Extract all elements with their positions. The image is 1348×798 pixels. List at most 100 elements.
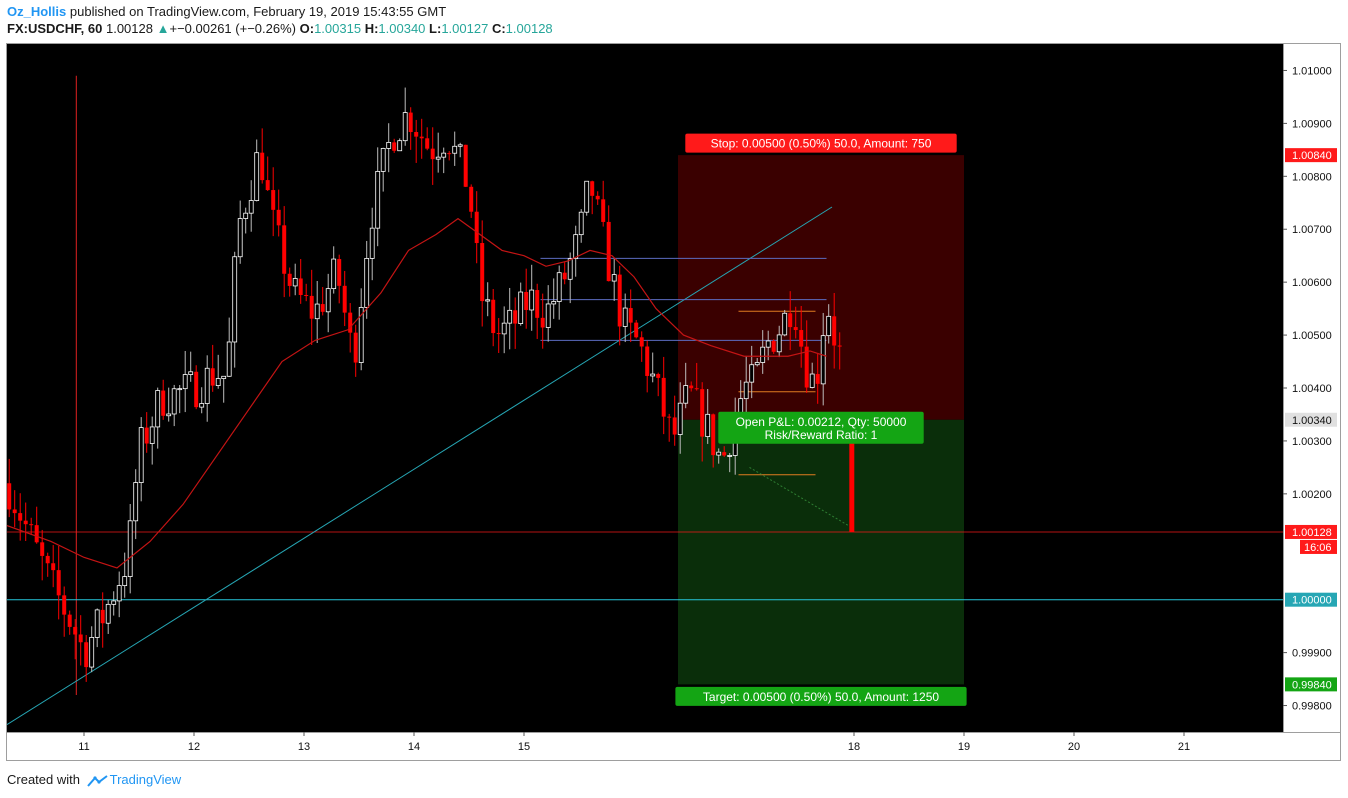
candle [447,151,452,161]
countdown-text: 16:06 [1304,542,1332,554]
tradingview-link[interactable]: TradingView [109,772,182,787]
high-value: 1.00340 [378,21,426,36]
candle-body [556,272,562,302]
candle [771,339,776,354]
candle [298,259,303,304]
candle-body [601,199,606,222]
candle-body [292,278,298,287]
candle [62,586,67,637]
candle [144,412,149,453]
candle-body [469,186,474,212]
candle [105,599,111,634]
candle-body [402,112,408,142]
candle [457,142,463,158]
candle-body [788,313,793,328]
candle-body [590,181,595,196]
candle-body [524,292,529,310]
candle [67,610,72,635]
author-link[interactable]: Oz_Hollis [7,4,67,19]
candle [337,254,342,304]
candle [480,220,485,327]
pnl-label-box [718,411,924,444]
candle-body [425,138,430,149]
candle [386,123,392,173]
candle-body [584,180,590,213]
candle [567,252,573,304]
level-price-tag-text: 1.00000 [1292,595,1332,607]
candle [425,127,430,151]
time-tick-label: 15 [518,741,530,753]
candle [711,413,716,468]
candle [661,356,666,435]
entry-price-tag-text: 1.00340 [1292,415,1332,427]
candle [353,324,358,377]
candle [122,552,128,598]
candle [7,458,12,518]
target-price-tag-text: 0.99840 [1292,679,1332,691]
candle [397,138,403,152]
candle [73,619,78,660]
stop-price-tag: 1.00840 [1285,148,1337,163]
target-zone [678,419,964,685]
candle [788,291,793,351]
candle-body [237,218,243,258]
candle [111,591,117,616]
candle-body [804,346,809,388]
candle-body [749,364,755,383]
candle-body [386,141,392,149]
candle [540,293,545,349]
candle [78,615,83,666]
candle [826,304,832,344]
candle-body [29,524,34,526]
candle-body [358,307,364,363]
open-value: 1.00315 [314,21,362,36]
candle [304,283,309,302]
candle [287,267,292,297]
change-value: +−0.00261 (+−0.26%) [169,21,296,36]
candle-body [325,288,331,313]
candle-body [51,563,56,571]
candle [237,200,243,264]
moving-average-line [7,217,827,569]
entry-price-tag: 1.00340 [1285,412,1337,427]
price-chart[interactable]: Stop: 0.00500 (0.50%) 50.0, Amount: 750 T… [7,44,1340,760]
candle-body [380,148,386,172]
low-value: 1.00127 [441,21,489,36]
candle [292,263,298,296]
candle-body [177,388,183,391]
candle [677,382,683,454]
candle-body [331,258,337,290]
candle-body [40,542,45,556]
candle-body [12,509,17,514]
price-tick-label: 1.00900 [1292,118,1332,130]
candle-body [628,308,633,323]
candle [727,452,733,473]
candle [793,306,798,339]
candle-body [617,274,622,327]
candle-body [260,152,265,181]
candle [683,362,689,409]
candle [617,265,622,346]
candle [754,357,760,367]
candle [601,180,606,227]
last-price-tag: 1.00128 [1285,524,1337,539]
candle [650,352,656,383]
candle-body [457,144,463,147]
candle [364,240,370,319]
candle-body [67,614,72,627]
candle [645,340,650,393]
candle-body [656,374,661,378]
candle [809,362,815,389]
candle [199,387,205,414]
candle-body [397,140,403,152]
stop-price-tag-text: 1.00840 [1292,150,1332,162]
candle [496,318,501,353]
candle [342,270,347,327]
candle-body [364,258,370,308]
candle [221,375,227,403]
pnl-label: Open P&L: 0.00212, Qty: 50000Risk/Reward… [718,411,924,444]
candle [18,493,23,541]
candle-body [188,371,194,375]
candle [689,381,694,392]
candle [452,131,458,166]
